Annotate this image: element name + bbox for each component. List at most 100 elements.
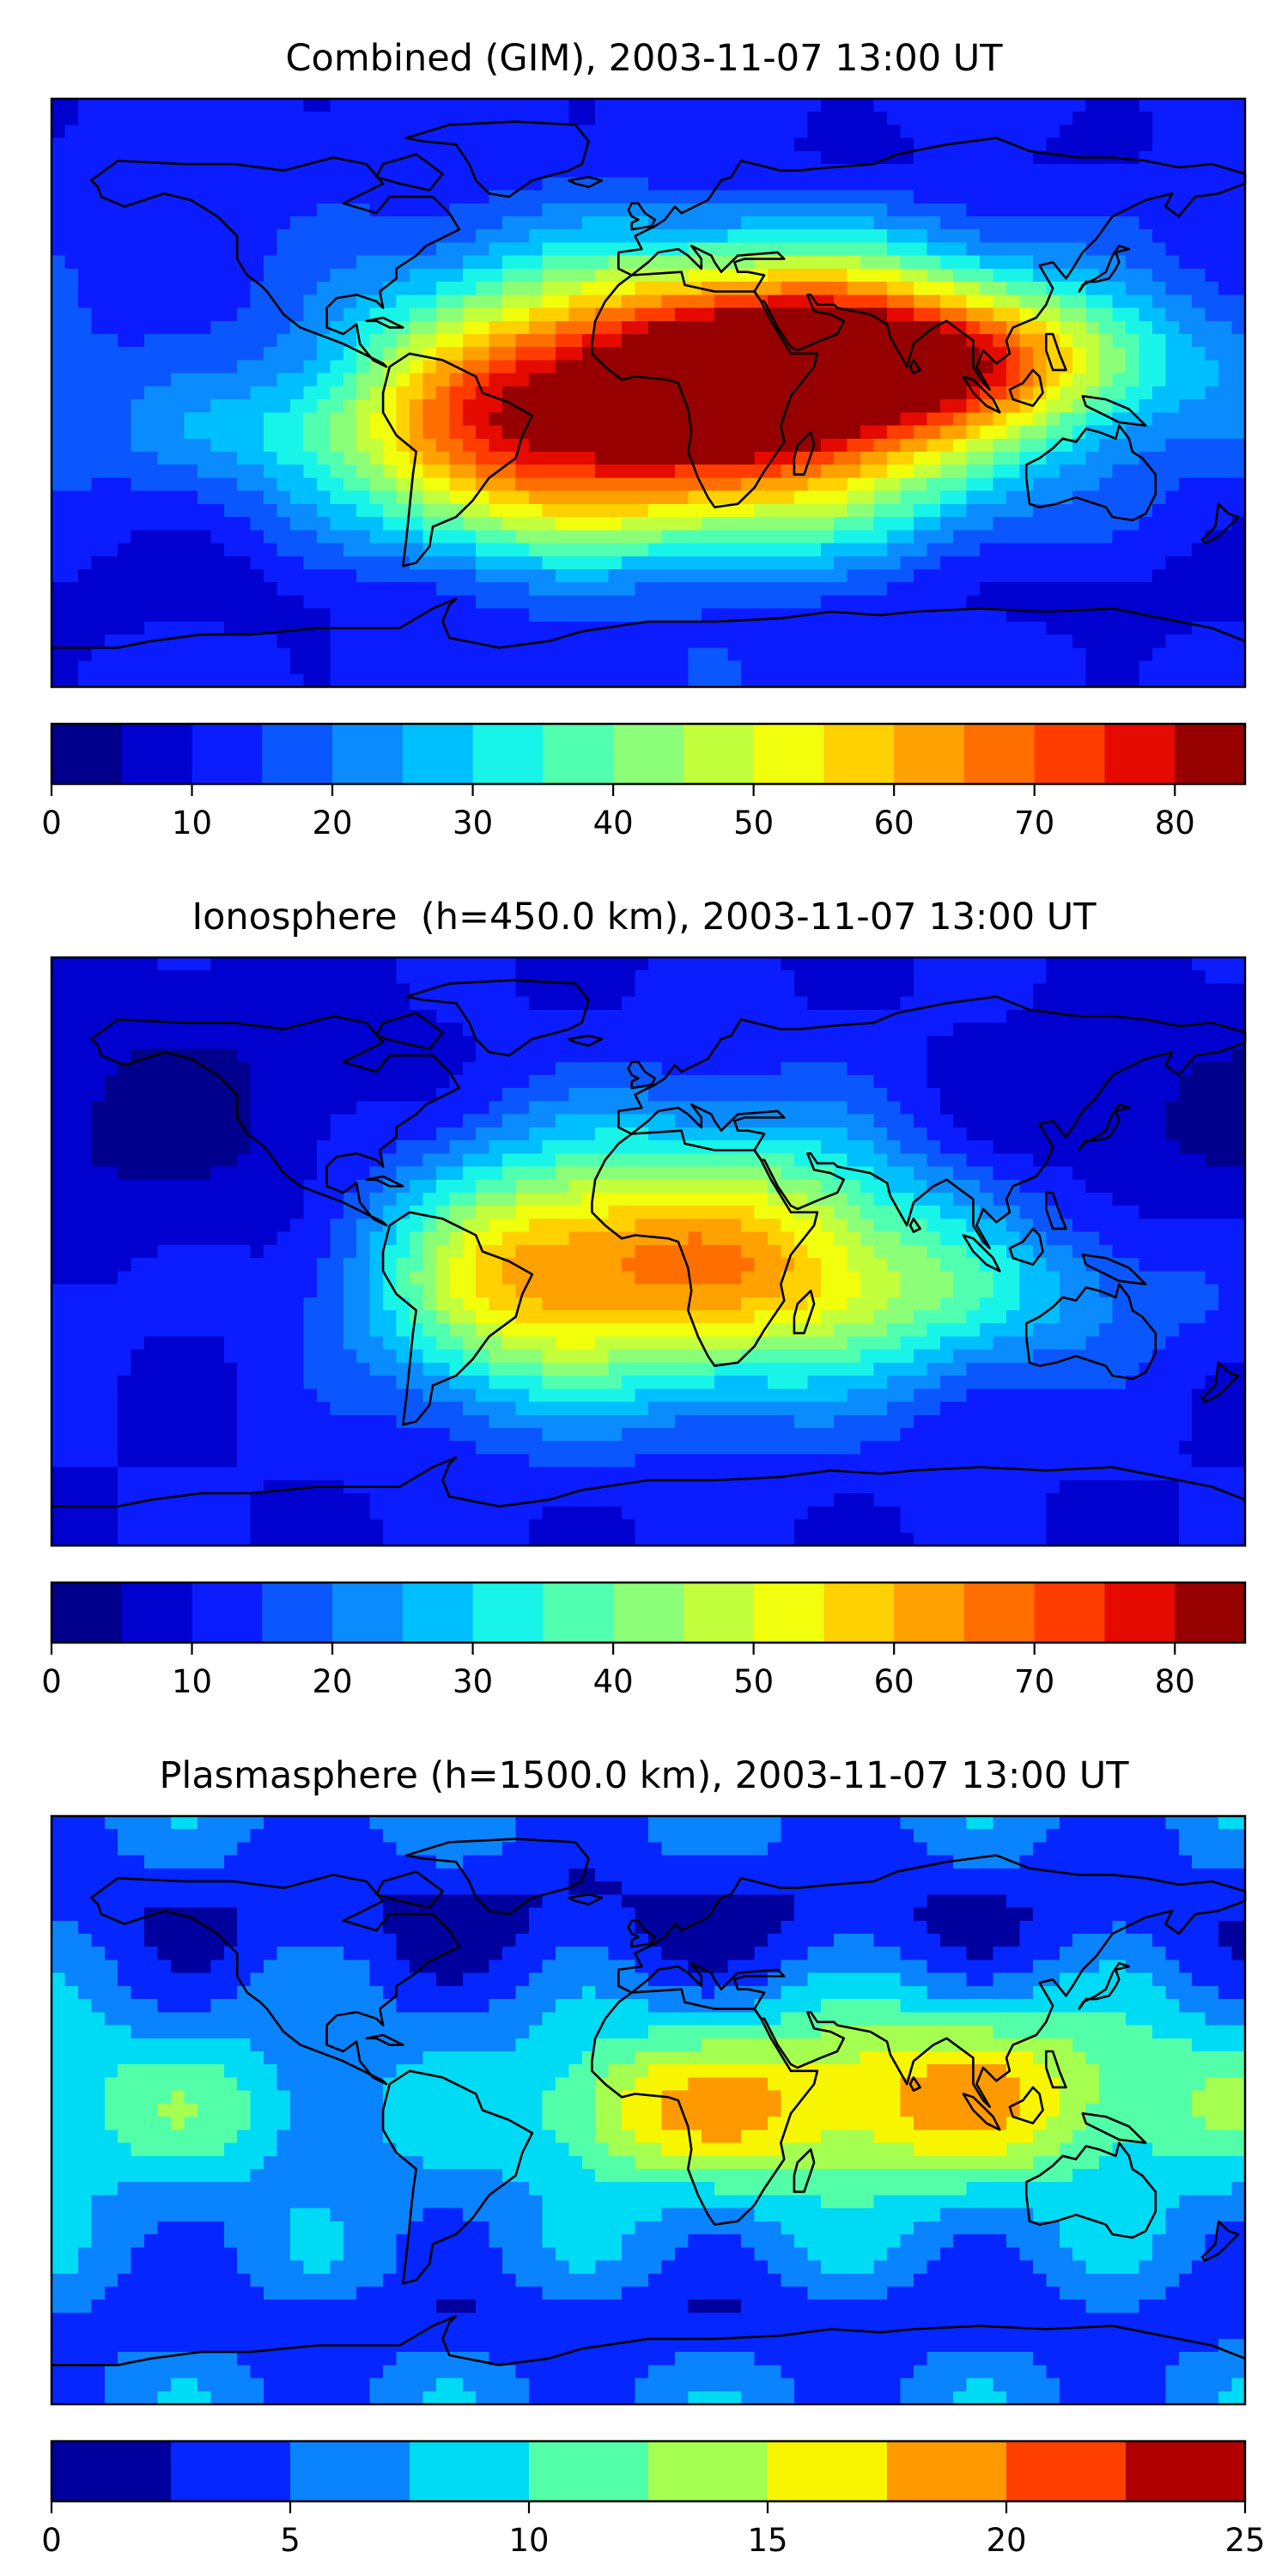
contour-cell — [834, 543, 848, 557]
contour-cell — [595, 203, 610, 217]
contour-cell — [131, 647, 145, 662]
contour-cell — [157, 569, 172, 583]
contour-cell — [820, 1048, 835, 1063]
contour-cell — [52, 569, 66, 583]
contour-cell — [435, 530, 450, 544]
contour-cell — [383, 530, 398, 544]
contour-cell — [462, 216, 477, 230]
contour-cell — [1019, 425, 1034, 440]
contour-cell — [834, 216, 848, 230]
contour-cell — [104, 673, 118, 688]
contour-cell — [688, 490, 702, 505]
contour-cell — [369, 1048, 384, 1063]
contour-cell — [1032, 477, 1047, 492]
contour-cell — [104, 229, 118, 244]
contour-cell — [356, 255, 371, 270]
contour-cell — [781, 1075, 795, 1089]
contour-cell — [52, 1009, 66, 1024]
contour-cell — [77, 452, 92, 465]
contour-cell — [860, 373, 875, 387]
contour-cell — [410, 425, 424, 440]
contour-cell — [1112, 582, 1127, 597]
contour-cell — [555, 595, 569, 610]
contour-cell — [184, 242, 198, 257]
coastline-philippines — [1045, 332, 1067, 372]
contour-cell — [396, 490, 410, 505]
contour-cell — [502, 282, 517, 295]
contour-cell — [1085, 996, 1100, 1011]
contour-cell — [953, 386, 968, 400]
contour-cell — [369, 203, 384, 217]
contour-cell — [1072, 503, 1087, 518]
contour-cell — [768, 957, 782, 971]
contour-cell — [1205, 503, 1219, 518]
contour-cell — [197, 373, 211, 387]
contour-cell — [1178, 295, 1193, 309]
contour-cell — [768, 425, 782, 440]
contour-cell — [1126, 203, 1140, 217]
contour-cell — [1112, 112, 1127, 126]
contour-cell — [1205, 99, 1219, 112]
contour-cell — [555, 582, 569, 597]
contour-cell — [383, 477, 398, 492]
contour-cell — [900, 582, 914, 597]
contour-cell — [171, 203, 185, 217]
contour-cell — [502, 595, 517, 610]
contour-cell — [118, 465, 132, 479]
contour-cell — [502, 1036, 517, 1050]
contour-cell — [568, 1023, 583, 1036]
contour-cell — [422, 216, 437, 230]
contour-cell — [1099, 983, 1114, 998]
contour-cell — [290, 399, 305, 413]
contour-cell — [913, 582, 927, 597]
contour-cell — [860, 177, 875, 191]
contour-cell — [223, 595, 238, 610]
contour-cell — [1231, 190, 1246, 204]
contour-cell — [91, 517, 106, 531]
contour-cell — [781, 635, 795, 648]
contour-cell — [144, 320, 159, 335]
contour-cell — [396, 347, 410, 361]
contour-cell — [52, 137, 66, 152]
contour-cell — [555, 150, 569, 165]
contour-cell — [674, 347, 689, 361]
contour-cell — [476, 216, 490, 230]
contour-cell — [276, 373, 291, 387]
contour-cell — [1072, 452, 1087, 465]
contour-cell — [396, 1075, 410, 1089]
contour-cell — [1085, 543, 1100, 557]
contour-cell — [1192, 229, 1206, 244]
contour-cell — [953, 957, 968, 971]
contour-cell — [131, 112, 145, 126]
contour-cell — [793, 983, 808, 998]
contour-cell — [77, 386, 92, 400]
contour-cell — [595, 530, 610, 544]
contour-cell — [1151, 530, 1166, 544]
contour-cell — [1032, 970, 1047, 985]
contour-cell — [661, 242, 676, 257]
contour-cell — [157, 465, 172, 479]
contour-cell — [860, 1048, 875, 1063]
contour-cell — [1085, 137, 1100, 152]
contour-cell — [396, 608, 410, 623]
contour-cell — [1192, 164, 1206, 178]
contour-cell — [52, 1061, 66, 1076]
contour-cell — [555, 347, 569, 361]
contour-cell — [1072, 268, 1087, 283]
contour-cell — [648, 1048, 663, 1063]
contour-cell — [330, 1036, 344, 1050]
contour-cell — [77, 177, 92, 191]
contour-cell — [1046, 957, 1060, 971]
contour-cell — [555, 373, 569, 387]
contour-cell — [1151, 647, 1166, 662]
contour-cell — [184, 255, 198, 270]
contour-cell — [144, 177, 159, 191]
contour-cell — [927, 1023, 941, 1036]
contour-cell — [834, 452, 848, 465]
contour-cell — [104, 503, 118, 518]
contour-cell — [144, 307, 159, 322]
contour-cell — [104, 996, 118, 1011]
contour-cell — [118, 282, 132, 295]
contour-cell — [330, 425, 344, 440]
contour-cell — [953, 647, 968, 662]
